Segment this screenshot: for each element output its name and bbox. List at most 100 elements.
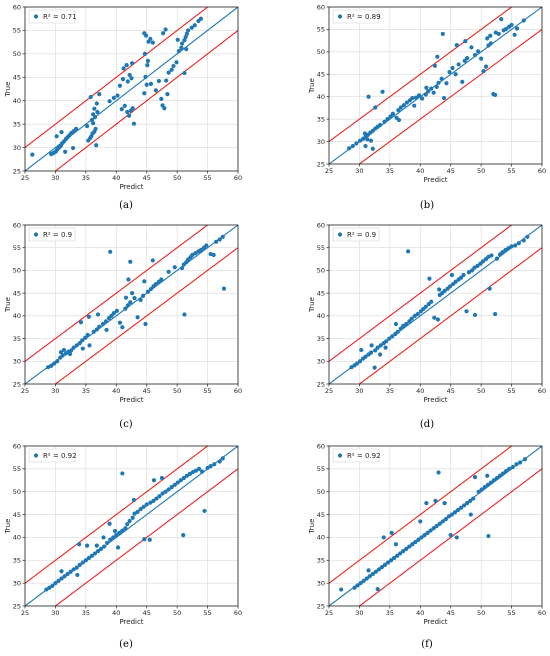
data-point (437, 287, 442, 292)
data-point (212, 462, 217, 467)
y-tick-label: 30 (317, 579, 325, 587)
data-point (404, 100, 409, 105)
data-point (472, 52, 478, 58)
data-point (184, 31, 189, 36)
data-point (513, 243, 518, 248)
data-points (349, 234, 530, 370)
data-point (462, 503, 467, 508)
x-tick-label: 60 (538, 167, 546, 175)
data-point (179, 266, 185, 271)
data-point (162, 106, 167, 111)
legend-marker (33, 232, 39, 237)
data-point (84, 543, 90, 548)
data-point (493, 92, 498, 98)
data-point (488, 33, 493, 38)
data-point (145, 58, 151, 63)
data-point (381, 535, 386, 540)
data-point (199, 469, 205, 474)
x-tick-label: 45 (447, 609, 455, 617)
x-tick-label: 45 (143, 387, 151, 395)
data-point (71, 345, 76, 350)
x-tick-label: 50 (477, 609, 485, 617)
data-point (145, 63, 150, 68)
data-point (55, 359, 60, 364)
data-point (514, 26, 520, 31)
panel-b: 25 30 35 40 45 50 55 60 25 30 35 40 45 50 55 60 Predict T… (308, 3, 546, 211)
data-point (446, 514, 451, 519)
data-point (109, 313, 114, 318)
data-point (217, 237, 222, 242)
data-point (77, 562, 82, 567)
data-point (102, 544, 107, 549)
data-point (393, 321, 399, 327)
x-tick-label: 25 (21, 174, 29, 182)
data-point (68, 569, 73, 574)
upper-band-line (25, 446, 209, 584)
data-point (120, 325, 125, 330)
data-point (378, 352, 383, 357)
data-point (444, 81, 449, 86)
data-point (178, 478, 183, 483)
x-tick-label: 35 (386, 167, 394, 175)
data-point (202, 508, 207, 514)
data-point (86, 555, 91, 561)
plot-frame (328, 224, 543, 385)
legend-box (332, 448, 380, 463)
data-point (95, 109, 100, 115)
data-point (175, 480, 180, 485)
data-point (448, 284, 453, 289)
data-point (442, 501, 447, 506)
data-point (193, 468, 199, 473)
data-point (192, 23, 197, 28)
data-point (101, 535, 106, 540)
data-point (367, 574, 372, 579)
data-point (454, 535, 459, 540)
data-point (49, 363, 54, 368)
panel-label: (d) (420, 419, 434, 430)
data-point (163, 489, 168, 494)
data-point (56, 578, 61, 583)
data-point (58, 350, 64, 355)
y-tick-label: 30 (13, 358, 21, 366)
y-axis-label: True (308, 78, 316, 94)
data-point (86, 314, 91, 319)
upper-band-line (25, 225, 209, 362)
data-point (148, 500, 153, 505)
data-point (140, 293, 146, 298)
data-point (346, 146, 352, 151)
x-tick-label: 55 (203, 387, 211, 395)
y-tick-label: 55 (13, 27, 21, 35)
data-point (434, 523, 439, 529)
legend-box (28, 448, 76, 463)
data-point (366, 568, 371, 573)
data-point (93, 126, 98, 131)
data-point (151, 498, 156, 503)
data-point (440, 519, 445, 524)
data-point (59, 569, 64, 574)
lower-band-line (358, 28, 542, 164)
data-point (372, 365, 377, 370)
y-tick-label: 50 (317, 267, 325, 275)
data-point (91, 121, 96, 126)
y-tick-label: 25 (13, 167, 21, 175)
y-tick-label: 60 (13, 221, 21, 229)
data-point (150, 258, 155, 263)
data-point (458, 275, 464, 280)
data-point (89, 553, 95, 558)
y-tick-label: 35 (13, 335, 21, 343)
x-tick-label: 40 (416, 387, 424, 395)
data-point (130, 291, 135, 296)
data-point (83, 558, 88, 563)
data-point (208, 464, 213, 469)
x-tick-label: 30 (355, 167, 363, 175)
y-tick-label: 30 (13, 144, 21, 152)
data-points (30, 16, 203, 157)
data-point (80, 338, 85, 343)
data-point (174, 60, 179, 65)
x-tick-label: 40 (112, 387, 120, 395)
data-point (435, 54, 440, 59)
data-point (509, 244, 514, 249)
data-point (67, 351, 73, 357)
data-point (497, 473, 503, 478)
plot-frame (24, 224, 239, 385)
